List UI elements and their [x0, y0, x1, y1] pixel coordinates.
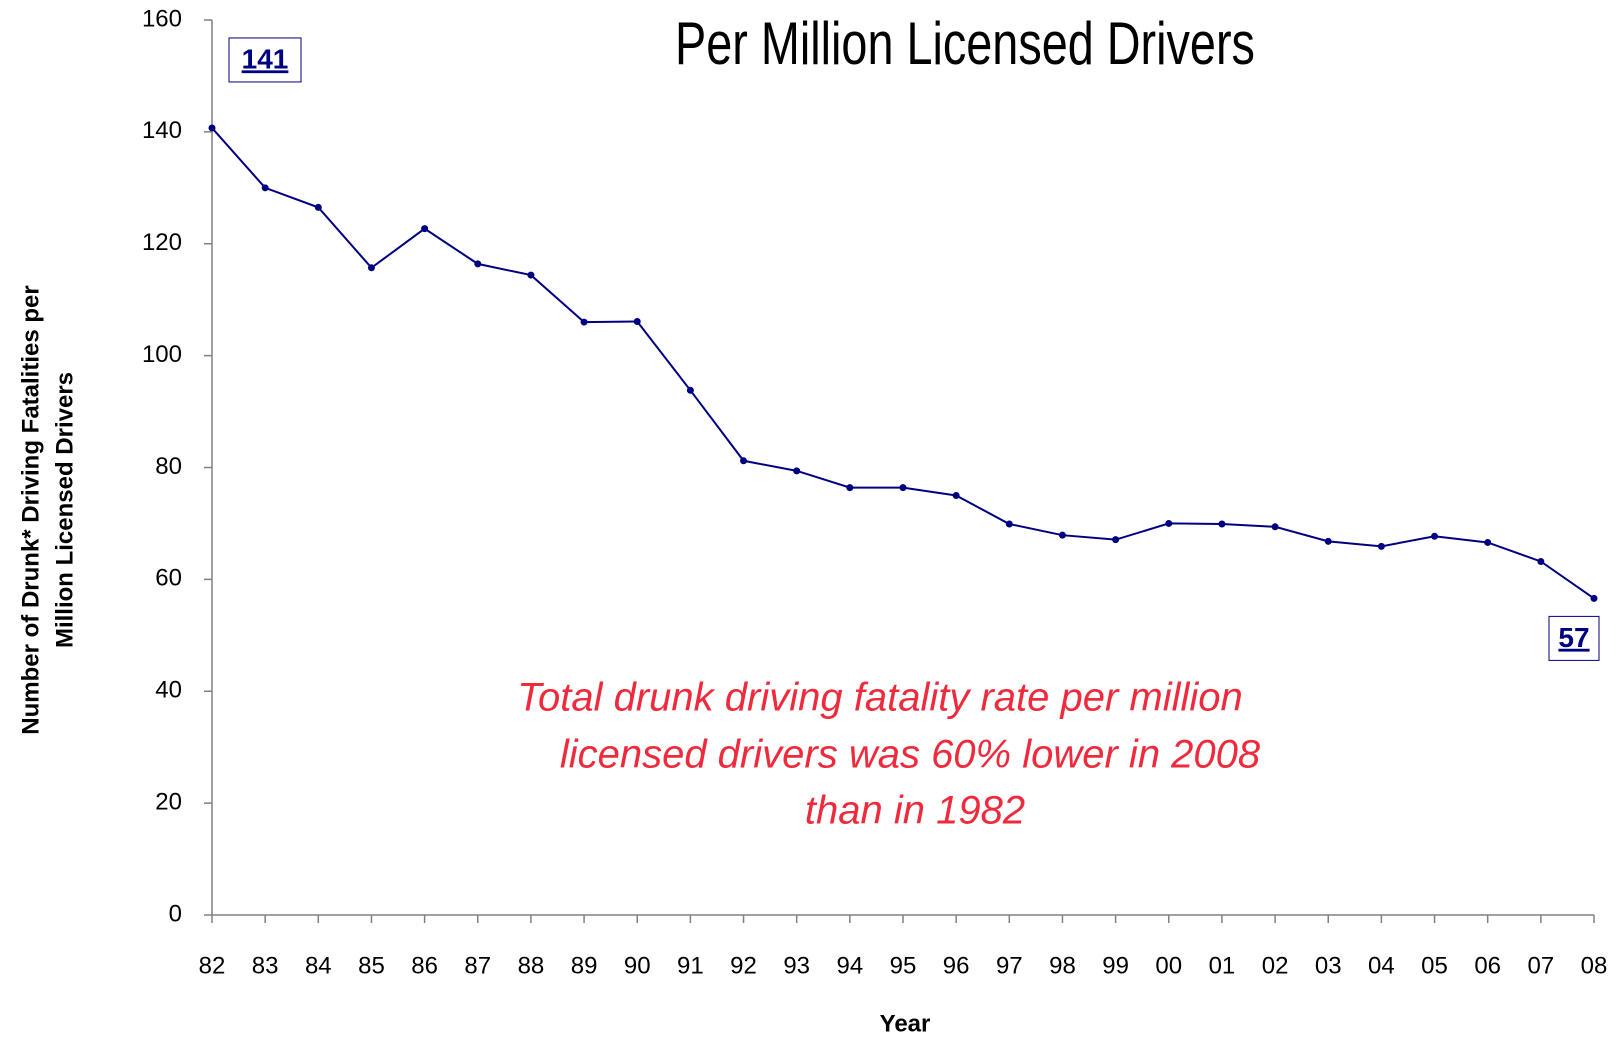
x-tick-label: 96: [943, 952, 970, 979]
annotation: Total drunk driving fatality rate per mi…: [517, 676, 1243, 720]
data-point: [1112, 536, 1120, 544]
x-tick-label: 88: [518, 952, 545, 979]
data-point: [899, 484, 907, 492]
data-point: [846, 484, 854, 492]
y-tick-label: 160: [142, 5, 182, 32]
data-point: [952, 491, 960, 499]
x-tick-label: 86: [411, 952, 438, 979]
x-tick-label: 08: [1581, 952, 1608, 979]
x-tick-label: 04: [1368, 952, 1395, 979]
value-label: 141: [242, 43, 289, 74]
data-point: [580, 318, 588, 326]
y-tick-label: 60: [155, 565, 182, 592]
data-point: [1537, 557, 1545, 565]
data-point: [208, 124, 216, 132]
x-tick-label: 02: [1262, 952, 1289, 979]
data-point: [367, 264, 375, 272]
x-tick-label: 93: [783, 952, 810, 979]
y-tick-label: 120: [142, 229, 182, 256]
data-point: [261, 184, 269, 192]
data-point: [1324, 537, 1332, 545]
x-tick-label: 82: [199, 952, 226, 979]
x-tick-label: 92: [730, 952, 757, 979]
data-point: [1484, 538, 1492, 546]
x-tick-label: 89: [571, 952, 598, 979]
x-tick-label: 05: [1421, 952, 1448, 979]
data-point: [793, 467, 801, 475]
x-tick-label: 01: [1209, 952, 1236, 979]
annotation: licensed drivers was 60% lower in 2008: [560, 733, 1261, 777]
data-point: [314, 203, 322, 211]
y-tick-label: 80: [155, 453, 182, 480]
x-tick-label: 06: [1474, 952, 1501, 979]
data-point: [740, 457, 748, 465]
x-tick-label: 83: [252, 952, 279, 979]
y-axis-label-line: Number of Drunk* Driving Fatalities per: [17, 285, 44, 734]
x-tick-label: 95: [890, 952, 917, 979]
x-tick-label: 94: [836, 952, 863, 979]
value-label-box: [228, 37, 302, 83]
y-tick-label: 100: [142, 341, 182, 368]
chart-title: Per Million Licensed Drivers: [675, 10, 1255, 77]
x-tick-label: 99: [1102, 952, 1129, 979]
data-point: [1005, 520, 1013, 528]
y-axis-label: Number of Drunk* Driving Fatalities per …: [17, 285, 78, 734]
value-label: 57: [1558, 622, 1589, 653]
data-point: [1165, 519, 1173, 527]
x-tick-label: 00: [1155, 952, 1182, 979]
y-axis-label-line: Million Licensed Drivers: [51, 372, 78, 648]
y-tick-label: 140: [142, 117, 182, 144]
data-point: [686, 386, 694, 394]
y-tick-label: 40: [155, 677, 182, 704]
x-tick-label: 97: [996, 952, 1023, 979]
y-tick-label: 20: [155, 788, 182, 815]
data-line: [211, 127, 1595, 600]
data-point: [1058, 531, 1066, 539]
x-tick-label: 85: [358, 952, 385, 979]
data-point: [633, 318, 641, 326]
x-tick-label: 98: [1049, 952, 1076, 979]
data-point: [421, 225, 429, 233]
x-tick-label: 87: [464, 952, 491, 979]
x-tick-label: 91: [677, 952, 704, 979]
x-tick-label: 90: [624, 952, 651, 979]
value-label-box: [1548, 615, 1600, 661]
data-point: [1590, 594, 1598, 602]
data-point: [1431, 532, 1439, 540]
x-axis-label: Year: [880, 1010, 931, 1037]
x-tick-label: 03: [1315, 952, 1342, 979]
data-point: [1271, 523, 1279, 531]
x-tick-label: 07: [1527, 952, 1554, 979]
x-tick-label: 84: [305, 952, 332, 979]
data-point: [474, 260, 482, 268]
data-point: [1377, 542, 1385, 550]
y-tick-label: 0: [169, 900, 182, 927]
annotation: than in 1982: [805, 789, 1025, 833]
data-point: [1218, 520, 1226, 528]
data-point: [527, 271, 535, 279]
